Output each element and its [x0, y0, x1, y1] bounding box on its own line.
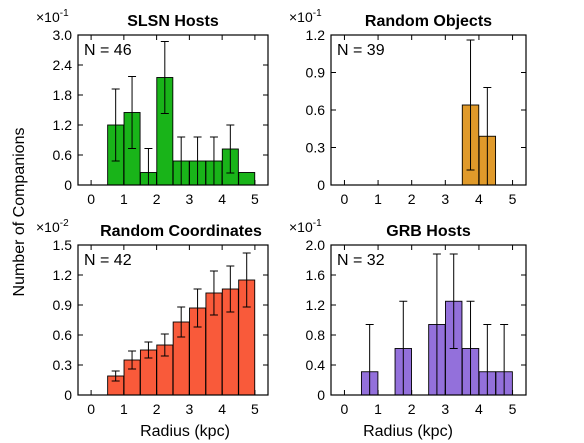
bar-slsn-hosts-9: [238, 172, 256, 186]
x-tick-label-random-coordinates-2: 2: [153, 401, 161, 417]
x-tick-label-random-coordinates-0: 0: [87, 401, 95, 417]
error-bar-slsn-hosts-4: [160, 41, 169, 114]
y-tick-label-random-coordinates-0: 0: [64, 387, 72, 403]
y-tick-label-slsn-hosts-2: 1.2: [53, 117, 73, 133]
x-tick-label-grb-hosts-3: 3: [441, 401, 449, 417]
x-tick-label-random-objects-0: 0: [341, 191, 349, 207]
x-tick-label-random-objects-5: 5: [509, 191, 517, 207]
y-tick-label-slsn-hosts-3: 1.8: [53, 87, 73, 103]
y-tick-label-grb-hosts-2: 0.8: [306, 327, 326, 343]
y-tick-label-random-objects-1: 0.3: [306, 140, 326, 156]
x-tick-label-grb-hosts-2: 2: [408, 401, 416, 417]
error-bar-random-coordinates-1: [111, 370, 120, 382]
scale-exponent: -1: [60, 8, 69, 19]
y-tick-label-grb-hosts-4: 1.6: [306, 267, 326, 283]
error-bar-random-coordinates-6: [193, 288, 202, 328]
scale-base: ×10: [289, 219, 313, 235]
y-tick-label-random-objects-3: 0.9: [306, 65, 326, 81]
error-bar-random-coordinates-5: [177, 306, 186, 338]
x-tick-label-random-objects-2: 2: [408, 191, 416, 207]
scale-exponent: -1: [313, 218, 322, 229]
y-tick-label-random-objects-2: 0.6: [306, 102, 326, 118]
x-tick-label-random-coordinates-4: 4: [218, 401, 226, 417]
x-tick-label-slsn-hosts-5: 5: [251, 191, 259, 207]
scale-factor-random-coordinates: ×10-2: [36, 218, 69, 235]
error-bar-slsn-hosts-1: [111, 88, 120, 162]
y-tick-label-random-objects-0: 0: [317, 177, 325, 193]
sample-size-slsn-hosts: N = 46: [84, 42, 132, 59]
y-tick-label-grb-hosts-3: 1.2: [306, 297, 326, 313]
scale-exponent: -2: [60, 218, 69, 229]
y-tick-label-random-objects-4: 1.2: [306, 27, 326, 43]
x-tick-label-random-objects-1: 1: [374, 191, 382, 207]
y-axis-label: Number of Companions: [11, 128, 28, 297]
scale-exponent: -1: [313, 8, 322, 19]
y-tick-label-random-coordinates-2: 0.6: [53, 327, 73, 343]
y-tick-label-random-coordinates-5: 1.5: [53, 237, 73, 253]
panel-title-random-coordinates: Random Coordinates: [100, 223, 262, 240]
error-bar-random-coordinates-3: [144, 341, 153, 359]
sample-size-grb-hosts: N = 32: [337, 252, 385, 269]
y-tick-label-random-coordinates-1: 0.3: [53, 357, 73, 373]
x-tick-label-grb-hosts-1: 1: [374, 401, 382, 417]
y-tick-label-slsn-hosts-0: 0: [64, 177, 72, 193]
x-tick-label-grb-hosts-5: 5: [509, 401, 517, 417]
x-tick-label-slsn-hosts-0: 0: [87, 191, 95, 207]
x-tick-label-random-objects-4: 4: [475, 191, 483, 207]
scale-base: ×10: [36, 9, 60, 25]
y-tick-label-slsn-hosts-1: 0.6: [53, 147, 73, 163]
panel-random-objects: 0 1 2 3 4 5 0 0.3 0.6 0.9 1.2 Random Objects N = 39 ×…: [289, 8, 527, 207]
error-bar-random-coordinates-8: [226, 265, 235, 313]
y-tick-label-slsn-hosts-5: 3.0: [53, 27, 73, 43]
error-bar-slsn-hosts-2: [128, 76, 137, 149]
plot-frame-slsn-hosts: [77, 34, 269, 186]
error-bar-random-coordinates-9: [242, 252, 251, 308]
scale-factor-grb-hosts: ×10-1: [289, 218, 322, 235]
scale-factor-slsn-hosts: ×10-1: [36, 8, 69, 25]
y-tick-label-random-coordinates-4: 1.2: [53, 267, 73, 283]
panel-random-coordinates: 0 1 2 3 4 5 0 0.3 0.6 0.9 1.2 1.5 Random Coordinates…: [36, 218, 269, 417]
scale-factor-random-objects: ×10-1: [289, 8, 322, 25]
x-axis-label-left: Radius (kpc): [140, 423, 230, 440]
x-tick-label-random-coordinates-1: 1: [120, 401, 128, 417]
sample-size-random-objects: N = 39: [337, 42, 385, 59]
x-tick-label-grb-hosts-0: 0: [341, 401, 349, 417]
x-tick-label-slsn-hosts-4: 4: [218, 191, 226, 207]
y-tick-label-slsn-hosts-4: 2.4: [53, 57, 73, 73]
error-bar-random-objects-1: [466, 39, 475, 171]
error-bar-random-coordinates-4: [160, 333, 169, 357]
panel-title-grb-hosts: GRB Hosts: [386, 223, 471, 240]
x-tick-label-slsn-hosts-1: 1: [120, 191, 128, 207]
x-tick-label-grb-hosts-4: 4: [475, 401, 483, 417]
error-bar-grb-hosts-4: [449, 253, 458, 349]
x-axis-label-right: Radius (kpc): [363, 423, 453, 440]
scale-base: ×10: [36, 219, 60, 235]
plot-frame-grb-hosts: [330, 244, 527, 396]
plot-frame-random-coordinates: [77, 244, 269, 396]
x-tick-label-random-objects-3: 3: [441, 191, 449, 207]
error-bar-random-coordinates-2: [128, 350, 137, 370]
panel-slsn-hosts: 0 1 2 3 4 5 0 0.6 1.2 1.8 2.4 3.0 SLSN Hosts N = 46 ×1…: [36, 8, 269, 207]
panel-title-slsn-hosts: SLSN Hosts: [127, 13, 219, 30]
error-bar-random-coordinates-7: [209, 270, 218, 316]
panel-title-random-objects: Random Objects: [365, 13, 492, 30]
x-tick-label-slsn-hosts-2: 2: [153, 191, 161, 207]
y-tick-label-random-coordinates-3: 0.9: [53, 297, 73, 313]
sample-size-random-coordinates: N = 42: [84, 252, 132, 269]
x-tick-label-random-coordinates-3: 3: [185, 401, 193, 417]
y-tick-label-grb-hosts-5: 2.0: [306, 237, 326, 253]
x-tick-label-random-coordinates-5: 5: [251, 401, 259, 417]
y-tick-label-grb-hosts-1: 0.4: [306, 357, 326, 373]
x-tick-label-slsn-hosts-3: 3: [185, 191, 193, 207]
y-tick-label-grb-hosts-0: 0: [317, 387, 325, 403]
error-bar-slsn-hosts-8: [226, 124, 235, 174]
scale-base: ×10: [289, 9, 313, 25]
